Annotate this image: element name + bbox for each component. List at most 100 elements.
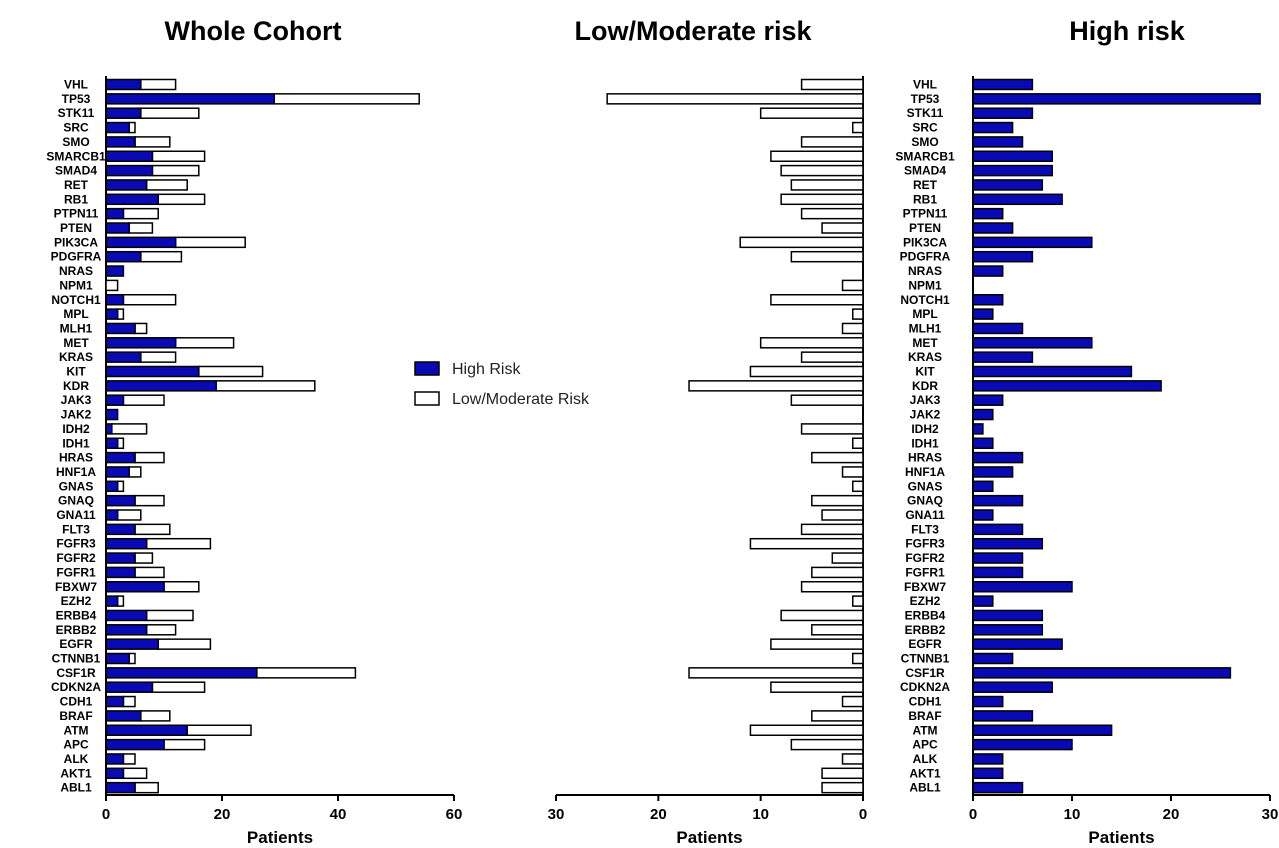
bar-high-risk — [105, 322, 136, 335]
bar-low-moderate-risk — [122, 294, 177, 306]
bar-low-moderate-risk — [134, 451, 165, 464]
bar-low-moderate-risk — [116, 480, 125, 493]
bar-high-risk — [972, 638, 1063, 650]
bar-low-moderate-risk — [140, 250, 183, 263]
x-tick-label: 0 — [969, 806, 977, 823]
gene-label: IDH1 — [62, 436, 90, 450]
bar-low-moderate-risk — [841, 322, 864, 335]
bar-high-risk — [105, 236, 177, 249]
bar-low-moderate-risk — [780, 164, 864, 177]
gene-label: NPM1 — [908, 278, 942, 292]
bar-low-moderate-risk — [215, 380, 316, 392]
bar-low-moderate-risk — [800, 136, 864, 148]
bar-low-moderate-risk — [800, 207, 864, 220]
bar-low-moderate-risk — [852, 652, 864, 665]
gene-label: IDH2 — [62, 422, 90, 436]
gene-label: CDH1 — [60, 695, 93, 709]
bar-high-risk — [105, 609, 148, 622]
bar-high-risk — [972, 753, 1004, 765]
bar-low-moderate-risk — [134, 566, 165, 579]
bar-low-moderate-risk — [852, 480, 864, 493]
bar-high-risk — [972, 380, 1162, 392]
legend-label-high-risk: High Risk — [452, 361, 521, 378]
bar-low-moderate-risk — [841, 753, 864, 765]
bar-high-risk — [105, 437, 119, 449]
bar-low-moderate-risk — [811, 451, 864, 464]
gene-label: HNF1A — [56, 465, 96, 479]
x-tick-label: 20 — [1163, 806, 1180, 823]
bar-high-risk — [972, 236, 1093, 249]
bar-high-risk — [972, 552, 1024, 564]
x-tick-label: 30 — [1262, 806, 1279, 823]
gene-label: FGFR2 — [905, 551, 945, 565]
gene-label: JAK2 — [61, 408, 92, 422]
gene-label: PIK3CA — [54, 235, 98, 249]
bar-low-moderate-risk — [841, 466, 864, 478]
bar-high-risk — [105, 494, 136, 507]
x-tick-label: 10 — [1064, 806, 1081, 823]
bar-high-risk — [105, 107, 142, 119]
bar-high-risk — [105, 408, 119, 421]
gene-label: RB1 — [913, 192, 937, 206]
bar-high-risk — [105, 308, 119, 320]
legend: High Risk Low/Moderate Risk — [414, 361, 590, 408]
bar-low-moderate-risk — [770, 638, 864, 650]
bar-low-moderate-risk — [140, 107, 200, 119]
bar-high-risk — [105, 652, 130, 665]
gene-label: CTNNB1 — [52, 652, 101, 666]
bar-high-risk — [105, 207, 125, 220]
gene-label: CSF1R — [905, 666, 945, 680]
gene-label: GNA11 — [56, 508, 96, 522]
gene-label: NRAS — [908, 264, 942, 278]
gene-label: FBXW7 — [55, 580, 97, 594]
bar-high-risk — [105, 337, 177, 349]
gene-label: KDR — [912, 379, 938, 393]
bar-low-moderate-risk — [800, 78, 864, 91]
gene-label: ERBB2 — [56, 623, 97, 637]
bar-high-risk — [105, 638, 159, 650]
bar-low-moderate-risk — [116, 595, 125, 607]
bar-high-risk — [105, 394, 125, 406]
bar-high-risk — [972, 294, 1004, 306]
bar-high-risk — [972, 609, 1044, 622]
legend-swatch-low-moderate-risk — [414, 391, 440, 406]
gene-label: FLT3 — [911, 522, 939, 536]
bar-low-moderate-risk — [134, 523, 171, 536]
bar-low-moderate-risk — [122, 753, 136, 765]
bar-low-moderate-risk — [790, 394, 864, 406]
gene-label: KRAS — [908, 350, 942, 364]
bar-high-risk — [972, 193, 1063, 206]
bar-low-moderate-risk — [128, 466, 142, 478]
gene-label: FGFR1 — [905, 565, 945, 579]
bar-low-moderate-risk — [105, 279, 119, 292]
gene-label: BRAF — [59, 709, 92, 723]
bar-high-risk — [105, 294, 125, 306]
bar-high-risk — [105, 724, 188, 736]
bar-low-moderate-risk — [688, 667, 864, 679]
bar-low-moderate-risk — [151, 681, 206, 693]
bar-high-risk — [972, 308, 994, 320]
bar-high-risk — [972, 652, 1014, 665]
bar-low-moderate-risk — [759, 337, 864, 349]
bar-high-risk — [972, 394, 1004, 406]
bar-high-risk — [105, 681, 154, 693]
bar-low-moderate-risk — [800, 581, 864, 593]
bar-high-risk — [105, 466, 130, 478]
bar-high-risk — [105, 193, 159, 206]
gene-label: GNAQ — [58, 494, 94, 508]
bar-low-moderate-risk — [140, 710, 171, 722]
bar-low-moderate-risk — [852, 308, 864, 320]
gene-label: IDH1 — [911, 436, 939, 450]
x-axis-label: Patients — [676, 828, 742, 847]
gene-label: ALK — [64, 752, 89, 766]
bar-low-moderate-risk — [145, 609, 194, 622]
gene-label: EGFR — [59, 637, 93, 651]
gene-label: FBXW7 — [904, 580, 946, 594]
gene-label: CDKN2A — [900, 680, 950, 694]
gene-label: JAK3 — [61, 393, 92, 407]
x-tick-label: 0 — [102, 806, 110, 823]
bar-low-moderate-risk — [174, 236, 246, 249]
gene-label: PTPN11 — [54, 207, 99, 221]
